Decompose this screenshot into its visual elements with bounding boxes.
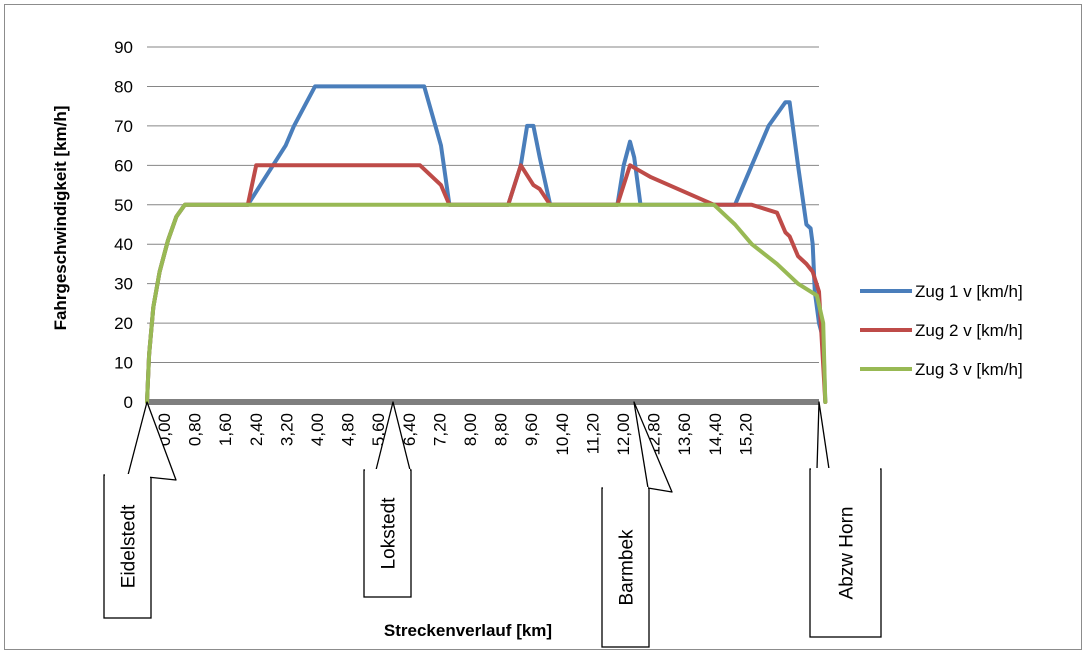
legend-label: Zug 2 v [km/h]	[915, 321, 1023, 340]
station-label: Lokstedt	[379, 497, 400, 570]
x-tick-label: 3,20	[277, 413, 296, 446]
station-box-cover	[603, 487, 648, 493]
x-tick-label: 7,20	[430, 413, 449, 446]
station-box	[363, 469, 412, 598]
station-marker-barmbek: Barmbek	[601, 401, 673, 648]
y-tick-label: 70	[114, 117, 133, 136]
x-tick-label: 14,40	[706, 413, 725, 456]
x-tick-label: 4,80	[339, 413, 358, 446]
station-label: Barmbek	[617, 529, 638, 606]
x-tick-label: 10,40	[553, 413, 572, 456]
x-axis-title: Streckenverlauf [km]	[384, 621, 552, 640]
y-tick-label: 60	[114, 156, 133, 175]
legend-label: Zug 3 v [km/h]	[915, 360, 1023, 379]
x-tick-label: 2,40	[247, 413, 266, 446]
x-tick-label: 8,80	[492, 413, 511, 446]
y-tick-labels: 0 10 20 30 40 50 60 70 80 90	[114, 38, 133, 412]
x-tick-label: 11,20	[583, 413, 602, 454]
station-label: Eidelstedt	[119, 504, 140, 588]
x-tick-label: 4,00	[308, 413, 327, 446]
station-pointer	[816, 401, 830, 470]
y-tick-label: 10	[114, 354, 133, 373]
station-box	[809, 468, 882, 638]
x-tick-label: 6,40	[400, 413, 419, 446]
station-box-cover	[811, 468, 880, 474]
x-tick-label: 12,00	[614, 413, 633, 456]
x-tick-label: 8,00	[461, 413, 480, 446]
station-label: Abzw Horn	[837, 507, 858, 600]
station-marker-lokstedt: Lokstedt	[363, 401, 412, 598]
station-pointer	[127, 401, 177, 481]
legend: Zug 1 v [km/h] Zug 2 v [km/h] Zug 3 v [km/…	[860, 282, 1023, 379]
y-tick-label: 0	[124, 393, 133, 412]
x-tick-label: 15,20	[736, 413, 755, 456]
y-tick-label: 50	[114, 196, 133, 215]
x-tick-labels: 0,00 0,80 1,60 2,40 3,20 4,00 4,80 5,60 6,40 7,20…	[155, 413, 755, 456]
station-marker-eidelstedt: Eidelstedt	[103, 401, 177, 619]
station-box	[103, 474, 152, 619]
station-pointer	[633, 401, 673, 493]
y-tick-label: 30	[114, 275, 133, 294]
y-tick-label: 80	[114, 77, 133, 96]
y-tick-label: 20	[114, 314, 133, 333]
station-box-cover	[365, 469, 410, 475]
x-tick-label: 9,60	[522, 413, 541, 446]
y-tick-label: 40	[114, 235, 133, 254]
station-markers: Eidelstedt Lokstedt Barmbek Abzw Horn	[103, 401, 882, 648]
y-tick-label: 90	[114, 38, 133, 57]
x-tick-label: 1,60	[216, 413, 235, 446]
station-marker-abzw-horn: Abzw Horn	[809, 401, 882, 638]
x-tick-label: 0,80	[186, 413, 205, 446]
series-layer	[145, 84, 828, 404]
series-line-zug-3	[145, 202, 828, 404]
y-axis-title: Fahrgeschwindigkeit [km/h]	[51, 106, 70, 331]
station-box-cover	[105, 474, 150, 480]
chart-frame	[4, 4, 1082, 650]
legend-label: Zug 1 v [km/h]	[915, 282, 1023, 301]
station-box	[601, 487, 650, 648]
x-tick-label: 13,60	[675, 413, 694, 456]
grid	[147, 46, 819, 364]
